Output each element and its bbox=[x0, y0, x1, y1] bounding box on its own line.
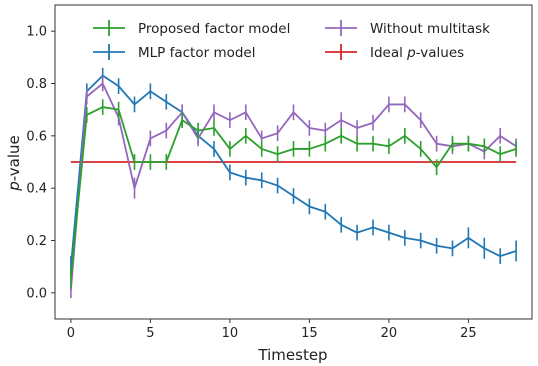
series-layer bbox=[70, 67, 517, 299]
x-tick-label: 20 bbox=[381, 326, 398, 341]
y-tick-label: 0.2 bbox=[26, 234, 47, 249]
legend-item: Without multitask bbox=[325, 20, 490, 37]
legend-label-suffix: -values bbox=[416, 45, 464, 61]
series-proposed-factor-model bbox=[70, 99, 517, 288]
legend-label: Ideal p-values bbox=[370, 45, 464, 61]
legend-item: MLP factor model bbox=[93, 44, 255, 61]
legend-label-prefix: Ideal bbox=[370, 45, 407, 61]
y-tick-label: 0.8 bbox=[26, 77, 47, 92]
x-tick-label: 5 bbox=[146, 326, 154, 341]
x-axis-label: Timestep bbox=[257, 346, 327, 364]
axis-ticks: 0 5 10 15 20 25 0.0 0.2 0.4 0.6 0.8 1.0 bbox=[26, 25, 476, 341]
y-tick-label: 1.0 bbox=[26, 25, 47, 40]
x-tick-label: 15 bbox=[301, 326, 318, 341]
legend: Proposed factor model MLP factor model Wit… bbox=[93, 20, 490, 61]
y-tick-label: 0.4 bbox=[26, 182, 47, 197]
legend-label: Without multitask bbox=[370, 21, 490, 37]
x-tick-label: 10 bbox=[222, 326, 239, 341]
x-tick-label: 0 bbox=[67, 326, 75, 341]
x-tick-label: 25 bbox=[460, 326, 477, 341]
y-axis-label-variable: p bbox=[5, 181, 23, 192]
y-axis-label: p-value bbox=[5, 135, 23, 192]
legend-label-variable: p bbox=[406, 45, 416, 61]
legend-label: MLP factor model bbox=[138, 45, 255, 61]
legend-label: Proposed factor model bbox=[138, 21, 290, 37]
y-tick-label: 0.6 bbox=[26, 129, 47, 144]
y-tick-label: 0.0 bbox=[26, 286, 47, 301]
legend-item: Proposed factor model bbox=[93, 20, 290, 37]
legend-item: Ideal p-values bbox=[325, 44, 464, 61]
y-axis-label-suffix: -value bbox=[5, 135, 23, 181]
